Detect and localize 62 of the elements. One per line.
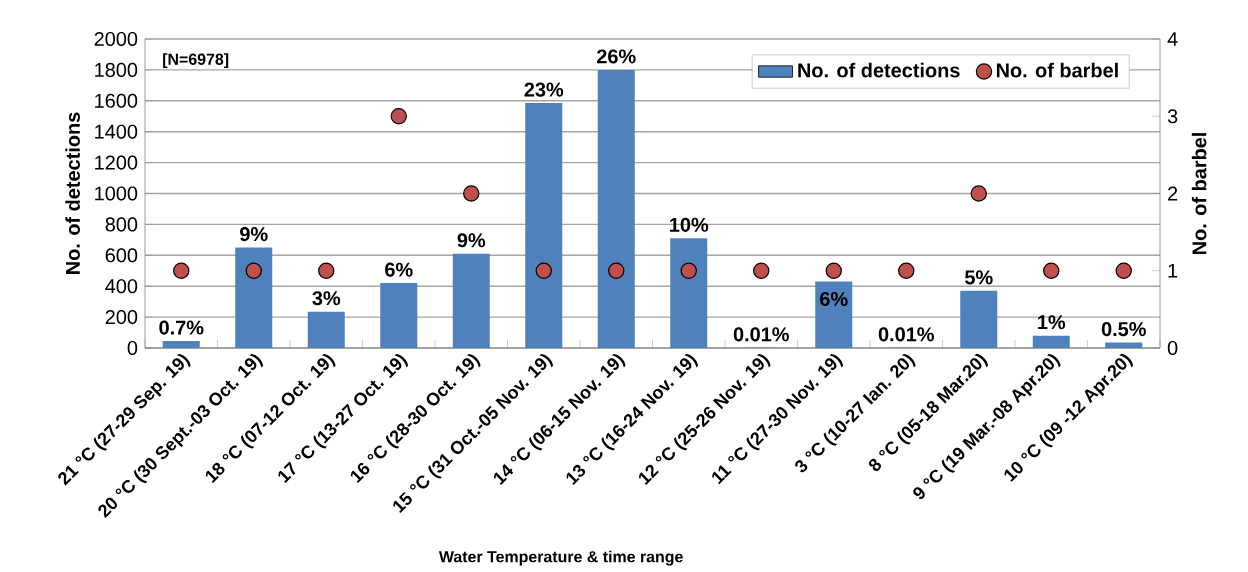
annotation: 0.7% (159, 320, 204, 335)
annotation: 26% (597, 49, 636, 64)
y2-tick-label: 4 (1167, 32, 1178, 46)
bar (1032, 335, 1070, 348)
bar (597, 69, 635, 348)
point (898, 262, 915, 279)
bar (162, 340, 200, 348)
point (463, 185, 480, 202)
point (1115, 262, 1132, 279)
annotation: 1% (1038, 315, 1066, 330)
point (173, 262, 190, 279)
y-tick-label: 1000 (95, 186, 138, 201)
y2-tick-label: 0 (1167, 340, 1178, 355)
y-tick-label: 1200 (95, 155, 138, 170)
bar (1105, 342, 1143, 348)
point (753, 262, 770, 279)
y2-tick-label: 1 (1168, 263, 1178, 278)
point (245, 262, 262, 279)
annotation: 9% (240, 226, 268, 242)
y-tick-label: 2000 (94, 31, 138, 46)
y-axis-title: No. of detections (65, 112, 80, 274)
annotation: 6% (820, 291, 848, 306)
y-tick-label: 800 (105, 217, 138, 232)
bar (525, 103, 563, 348)
point (390, 107, 407, 125)
bar (235, 247, 273, 348)
annotation: 9% (457, 233, 486, 248)
y2-tick-label: 2 (1168, 186, 1178, 201)
y-tick-label: 600 (105, 248, 138, 263)
y-tick-label: 400 (105, 279, 138, 294)
annotation: 0.01% (733, 327, 789, 342)
annotation: 23% (524, 82, 564, 97)
bar (960, 290, 998, 348)
point (535, 262, 552, 279)
y-tick-label: 1800 (95, 62, 138, 77)
annotation: 6% (385, 262, 413, 277)
y-tick-label: 200 (105, 309, 138, 325)
point (318, 262, 335, 279)
legend-label: No. of barbel (996, 62, 1118, 78)
annotation: 5% (964, 270, 993, 285)
point (825, 262, 842, 279)
y2-tick-label: 3 (1167, 109, 1178, 124)
bar (670, 238, 708, 348)
y-tick-label: 0 (127, 340, 138, 355)
bar (452, 253, 490, 348)
annotation: 0.5% (1101, 321, 1146, 337)
y-tick-label: 1600 (95, 93, 138, 108)
point (970, 185, 987, 202)
annotation: 0.01% (878, 327, 934, 342)
point (1043, 262, 1060, 279)
y-tick-label: 1400 (95, 124, 138, 139)
annotation: 3% (312, 291, 341, 306)
legend-label: No. of detections (798, 62, 960, 78)
bar (307, 311, 345, 348)
bar (380, 283, 418, 348)
annotation: [N=6978] (163, 53, 229, 68)
x-axis-title: Water Temperature & time range (438, 550, 683, 566)
bar (815, 281, 853, 348)
y2-axis-title: No. of barbel (1191, 132, 1207, 254)
annotation: 10% (670, 217, 709, 232)
point (608, 262, 625, 279)
point (680, 262, 697, 279)
